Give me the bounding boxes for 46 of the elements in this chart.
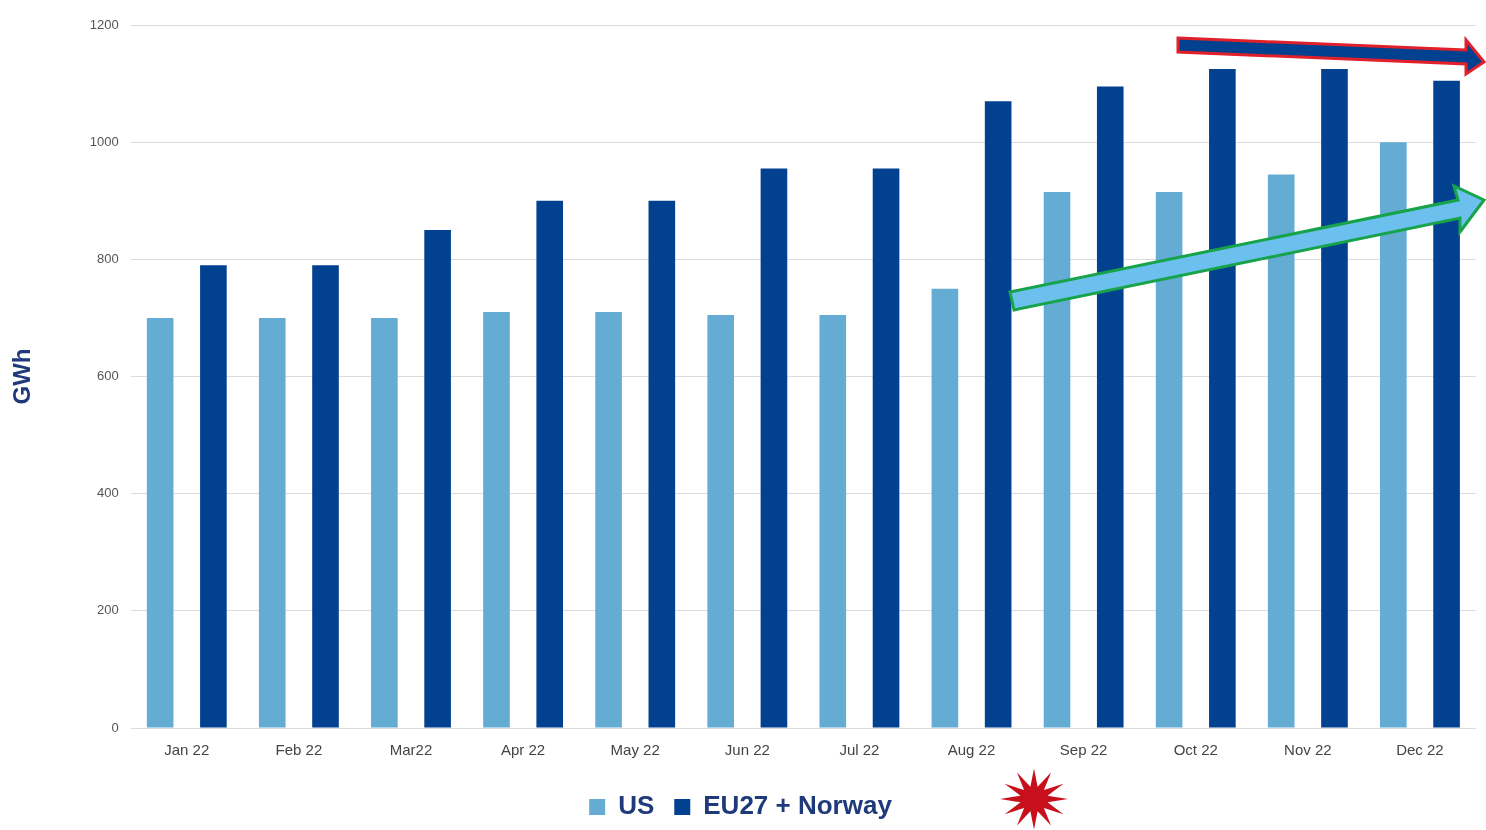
bar (371, 317, 398, 728)
x-tick-label: Apr 22 (500, 741, 546, 759)
bar (1321, 68, 1348, 728)
bar (760, 168, 788, 728)
bar (1267, 174, 1295, 728)
bar (1433, 80, 1460, 728)
legend-label: US (618, 790, 655, 821)
bar (200, 265, 227, 728)
x-tick-label: Nov 22 (1284, 741, 1332, 759)
y-axis-title: GWh (8, 348, 36, 405)
x-tick-label: Feb 22 (275, 741, 323, 759)
bar (1096, 86, 1124, 728)
legend-label: EU27 + Norway (703, 790, 893, 821)
x-tick-label: Jun 22 (724, 741, 770, 759)
y-tick-label: 800 (97, 250, 119, 266)
y-tick-label: 0 (111, 719, 119, 735)
bar (146, 317, 174, 728)
bar (931, 288, 959, 728)
bar (1155, 191, 1183, 728)
y-tick-label: 400 (97, 485, 119, 501)
bar (424, 230, 451, 728)
bar (595, 312, 622, 728)
bar (819, 314, 847, 728)
y-tick-label: 1200 (89, 16, 119, 32)
bar (707, 314, 734, 728)
x-tick-label: Oct 22 (1173, 741, 1218, 759)
y-tick-label: 1000 (89, 133, 119, 149)
bar (1209, 68, 1236, 728)
x-tick-label: Sep 22 (1059, 741, 1108, 759)
bar (483, 312, 510, 728)
bar (872, 168, 900, 728)
x-tick-label: Jul 22 (839, 741, 880, 759)
bar (312, 265, 339, 728)
x-tick-label: Mar22 (389, 741, 433, 759)
x-tick-label: May 22 (610, 741, 660, 759)
bar (1043, 191, 1071, 728)
x-tick-label: Jan 22 (164, 741, 210, 759)
bar (648, 200, 676, 728)
x-tick-label: Aug 22 (947, 741, 996, 759)
bar (536, 200, 564, 728)
y-tick-label: 600 (97, 368, 119, 384)
bar (1380, 142, 1407, 728)
bar (984, 101, 1012, 728)
bar (258, 317, 286, 728)
y-tick-label: 200 (97, 602, 119, 618)
x-tick-label: Dec 22 (1396, 741, 1444, 759)
